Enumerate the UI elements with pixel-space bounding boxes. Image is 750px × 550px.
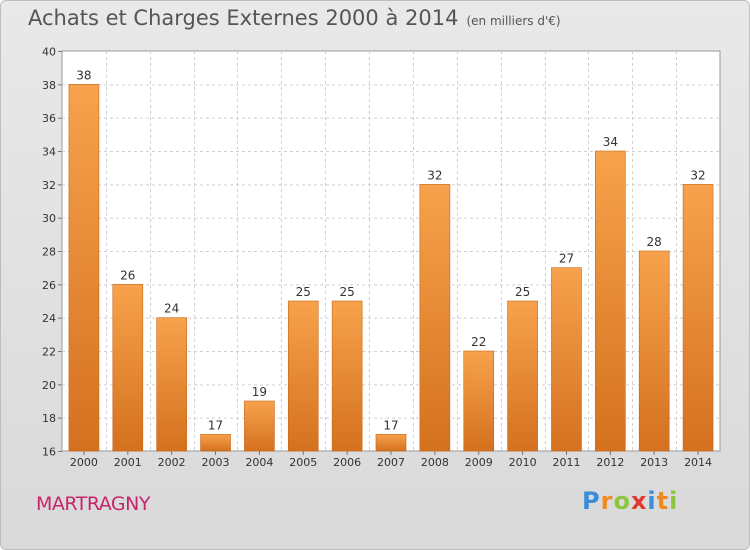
- logo-letter: P: [582, 487, 601, 515]
- y-tick-label: 22: [42, 346, 56, 359]
- value-label-2004: 19: [252, 385, 267, 399]
- chart-title-text: Achats et Charges Externes 2000 à 2014: [28, 6, 459, 30]
- bar-2011: [551, 267, 582, 452]
- bar-2003: [200, 434, 231, 452]
- y-tick-label: 40: [42, 46, 56, 59]
- y-tick-label: 32: [42, 179, 56, 192]
- label-layer: 38 26 24 17 19 25 25 17 32 22 25 27 34 28 32: [76, 68, 705, 432]
- logo-letter: i: [647, 487, 657, 515]
- logo-letter: x: [630, 487, 648, 515]
- bar-2007: [375, 434, 407, 452]
- y-tick-label: 18: [42, 412, 56, 425]
- x-tick-label-2008: 2008: [421, 456, 449, 469]
- x-tick-label-2010: 2010: [509, 456, 537, 469]
- y-tick-label: 20: [42, 379, 56, 392]
- value-label-2000: 38: [76, 68, 91, 82]
- x-tick-label-2003: 2003: [202, 456, 230, 469]
- x-tick-label-2006: 2006: [333, 456, 361, 469]
- bar-2005: [287, 300, 319, 452]
- value-label-2006: 25: [339, 285, 354, 299]
- y-tick-label: 30: [42, 212, 56, 225]
- bar-2002: [156, 317, 187, 452]
- y-tick-label: 28: [42, 246, 56, 259]
- y-tick-label: 34: [42, 146, 56, 159]
- y-tick-label: 26: [42, 279, 56, 292]
- bar-2000: [68, 84, 100, 452]
- x-tick-label-2013: 2013: [640, 456, 668, 469]
- x-tick-label-2012: 2012: [596, 456, 624, 469]
- y-tick-label: 16: [42, 446, 56, 459]
- value-label-2003: 17: [208, 418, 223, 432]
- x-tick-label-2014: 2014: [684, 456, 712, 469]
- chart-subtitle: (en milliers d'€): [466, 14, 561, 28]
- y-tick-label: 36: [42, 112, 56, 125]
- value-label-2005: 25: [296, 285, 311, 299]
- x-tick-label-2002: 2002: [158, 456, 186, 469]
- value-label-2008: 32: [427, 168, 442, 182]
- x-tick-label-2001: 2001: [114, 456, 142, 469]
- x-tick-label-2000: 2000: [70, 456, 98, 469]
- chart-title: Achats et Charges Externes 2000 à 2014 (e…: [28, 6, 561, 30]
- logo-letter: r: [600, 487, 614, 515]
- y-tick-label: 24: [42, 312, 56, 325]
- logo-letter: i: [669, 487, 679, 515]
- bar-2014: [682, 184, 714, 452]
- axis-layer: 16 18 20 22 24 26 28 30 32 34 36 38 40 2000 2001 2002 20…: [42, 46, 712, 470]
- bar-layer: [68, 84, 714, 452]
- value-label-2009: 22: [471, 335, 486, 349]
- logo-letter: o: [613, 487, 631, 515]
- value-label-2007: 17: [383, 418, 398, 432]
- x-tick-label-2007: 2007: [377, 456, 405, 469]
- value-label-2011: 27: [559, 252, 574, 266]
- value-label-2010: 25: [515, 285, 530, 299]
- bar-2009: [463, 350, 495, 452]
- proxiti-logo[interactable]: Proxiti: [582, 487, 678, 515]
- value-label-2001: 26: [120, 268, 135, 282]
- value-label-2013: 28: [647, 235, 662, 249]
- logo-letter: t: [656, 487, 670, 515]
- bar-2013: [638, 250, 670, 452]
- bar-2008: [419, 184, 451, 452]
- town-name: MARTRAGNY: [36, 493, 150, 515]
- x-tick-label-2004: 2004: [245, 456, 273, 469]
- bar-2010: [507, 300, 538, 452]
- y-tick-label: 38: [42, 79, 56, 92]
- bar-2012: [595, 150, 626, 452]
- value-label-2002: 24: [164, 302, 179, 316]
- bar-2001: [112, 284, 144, 452]
- x-tick-label-2009: 2009: [465, 456, 493, 469]
- x-tick-label-2005: 2005: [289, 456, 317, 469]
- bar-2006: [331, 300, 363, 452]
- value-label-2014: 32: [690, 168, 705, 182]
- bar-2004: [244, 400, 275, 452]
- x-tick-label-2011: 2011: [552, 456, 580, 469]
- value-label-2012: 34: [603, 135, 618, 149]
